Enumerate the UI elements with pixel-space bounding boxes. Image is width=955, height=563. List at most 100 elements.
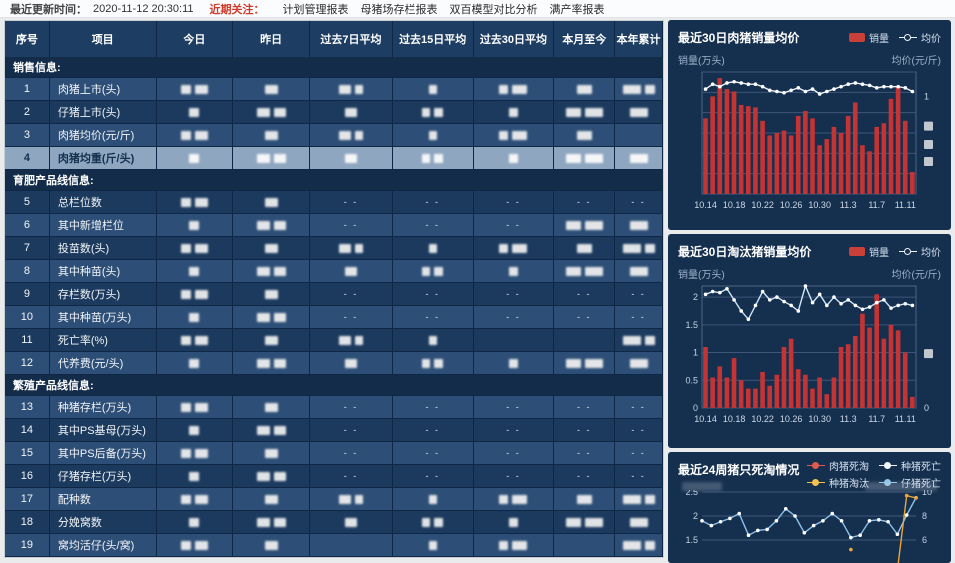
line-marker-icon xyxy=(807,461,825,470)
legend-item-1[interactable]: 均价 xyxy=(899,30,941,45)
table-row-1[interactable]: 1 肉猪上市(头) xyxy=(5,78,663,101)
row-number: 8 xyxy=(5,260,50,282)
table-row-19[interactable]: 19 窝均活仔(头/窝) xyxy=(5,534,663,557)
redacted-value xyxy=(354,243,363,253)
redacted-value xyxy=(576,130,592,140)
table-row-10[interactable]: 10 其中种苗(万头) - - - - - - - - - - xyxy=(5,306,663,329)
redacted-value xyxy=(180,289,191,299)
value-cell: - - xyxy=(474,283,555,305)
svg-text:11.3: 11.3 xyxy=(840,414,857,424)
legend-item-0[interactable]: 销量 xyxy=(849,30,889,45)
legend-item-1[interactable]: 种猪死亡 xyxy=(879,458,941,473)
value-cell xyxy=(554,352,616,374)
no-data-dashes: - - xyxy=(506,425,521,435)
value-cell xyxy=(157,147,234,169)
svg-text:10.30: 10.30 xyxy=(808,200,831,210)
value-cell xyxy=(393,101,474,123)
redacted-value xyxy=(576,243,592,253)
no-data-dashes: - - xyxy=(425,402,440,412)
report-link-3[interactable]: 满产率报表 xyxy=(549,3,605,16)
table-row-8[interactable]: 8 其中种苗(头) xyxy=(5,260,663,283)
report-links: 计划管理报表 母猪场存栏报表 双百模型对比分析 满产率报表 xyxy=(271,1,605,17)
redacted-value xyxy=(584,358,603,368)
value-cell xyxy=(615,101,663,123)
redacted-value xyxy=(622,335,641,345)
no-data-dashes: - - xyxy=(576,448,592,458)
redacted-value xyxy=(644,494,655,504)
redacted-value xyxy=(508,358,518,368)
value-cell: - - xyxy=(615,191,663,213)
redacted-value xyxy=(338,494,351,504)
value-cell xyxy=(233,352,311,374)
legend-item-1[interactable]: 均价 xyxy=(899,244,941,259)
report-link-2[interactable]: 双百模型对比分析 xyxy=(449,3,538,16)
legend-item-0[interactable]: 肉猪死淘 xyxy=(807,458,869,473)
chart-legend: 销量 均价 xyxy=(849,30,941,45)
table-row-15[interactable]: 15 其中PS后备(万头) - - - - - - - - - - xyxy=(5,442,663,465)
value-cell xyxy=(474,124,555,146)
table-row-16[interactable]: 16 仔猪存栏(万头) - - - - - - - - - - xyxy=(5,465,663,488)
value-cell xyxy=(157,214,234,236)
row-number: 19 xyxy=(5,534,50,556)
table-row-18[interactable]: 18 分娩窝数 xyxy=(5,511,663,534)
table-row-6[interactable]: 6 其中新增栏位 - - - - - - xyxy=(5,214,663,237)
table-row-3[interactable]: 3 肉猪均价(元/斤) xyxy=(5,124,663,147)
svg-text:10.30: 10.30 xyxy=(808,414,831,424)
redacted-value xyxy=(189,425,200,435)
legend-item-1[interactable]: 仔猪死亡 xyxy=(879,475,941,490)
value-cell xyxy=(554,237,616,259)
value-cell: - - xyxy=(310,396,393,418)
table-row-9[interactable]: 9 存栏数(万头) - - - - - - - - - - xyxy=(5,283,663,306)
table-row-13[interactable]: 13 种猪存栏(万头) - - - - - - - - - - xyxy=(5,396,663,419)
redacted-value xyxy=(180,243,191,253)
svg-text:0: 0 xyxy=(693,403,698,413)
value-cell xyxy=(157,329,234,351)
value-cell xyxy=(474,329,555,351)
row-label: 总栏位数 xyxy=(50,191,157,213)
table-header-row: 序号 项目 今日 昨日 过去7日平均 过去15日平均 过去30日平均 本月至今 本年累计 xyxy=(5,21,663,57)
table-row-5[interactable]: 5 总栏位数 - - - - - - - - - - xyxy=(5,191,663,214)
row-label: 配种数 xyxy=(50,488,157,510)
redacted-value xyxy=(622,243,641,253)
value-cell xyxy=(615,147,663,169)
value-cell xyxy=(233,306,311,328)
value-cell: - - xyxy=(554,419,616,441)
table-row-2[interactable]: 2 仔猪上市(头) xyxy=(5,101,663,124)
svg-text:1.5: 1.5 xyxy=(685,320,698,330)
redacted-value xyxy=(584,266,603,276)
value-cell xyxy=(233,124,311,146)
report-link-1[interactable]: 母猪场存栏报表 xyxy=(360,3,438,16)
legend-label: 销量 xyxy=(869,248,889,259)
table-row-4[interactable]: 4 肉猪均重(斤/头) xyxy=(5,147,663,170)
redacted-value xyxy=(434,266,444,276)
redacted-value xyxy=(499,494,509,504)
redacted-value xyxy=(180,197,191,207)
value-cell: - - xyxy=(474,419,555,441)
no-data-dashes: - - xyxy=(576,197,592,207)
redacted-value xyxy=(189,312,200,322)
value-cell xyxy=(157,306,234,328)
svg-text:10: 10 xyxy=(922,490,932,497)
table-row-17[interactable]: 17 配种数 xyxy=(5,488,663,511)
table-row-11[interactable]: 11 死亡率(%) xyxy=(5,329,663,352)
row-number: 17 xyxy=(5,488,50,510)
redacted-value xyxy=(512,243,528,253)
report-link-0[interactable]: 计划管理报表 xyxy=(282,3,349,16)
no-data-dashes: - - xyxy=(506,289,521,299)
redacted-value xyxy=(434,517,444,527)
value-cell xyxy=(233,511,311,533)
redacted-value xyxy=(344,517,357,527)
svg-text:11.7: 11.7 xyxy=(868,414,885,424)
table-row-14[interactable]: 14 其中PS基母(万头) - - - - - - - - - - xyxy=(5,419,663,442)
redacted-value xyxy=(264,84,278,94)
value-cell: - - xyxy=(554,465,616,487)
redacted-value xyxy=(256,517,270,527)
legend-item-0[interactable]: 销量 xyxy=(849,244,889,259)
redacted-value xyxy=(189,358,200,368)
legend-item-0[interactable]: 种猪淘汰 xyxy=(807,475,869,490)
redacted-value xyxy=(264,130,278,140)
table-row-7[interactable]: 7 投苗数(头) xyxy=(5,237,663,260)
table-row-12[interactable]: 12 代养费(元/头) xyxy=(5,352,663,375)
value-cell: - - xyxy=(615,419,663,441)
redacted-value xyxy=(189,153,200,163)
